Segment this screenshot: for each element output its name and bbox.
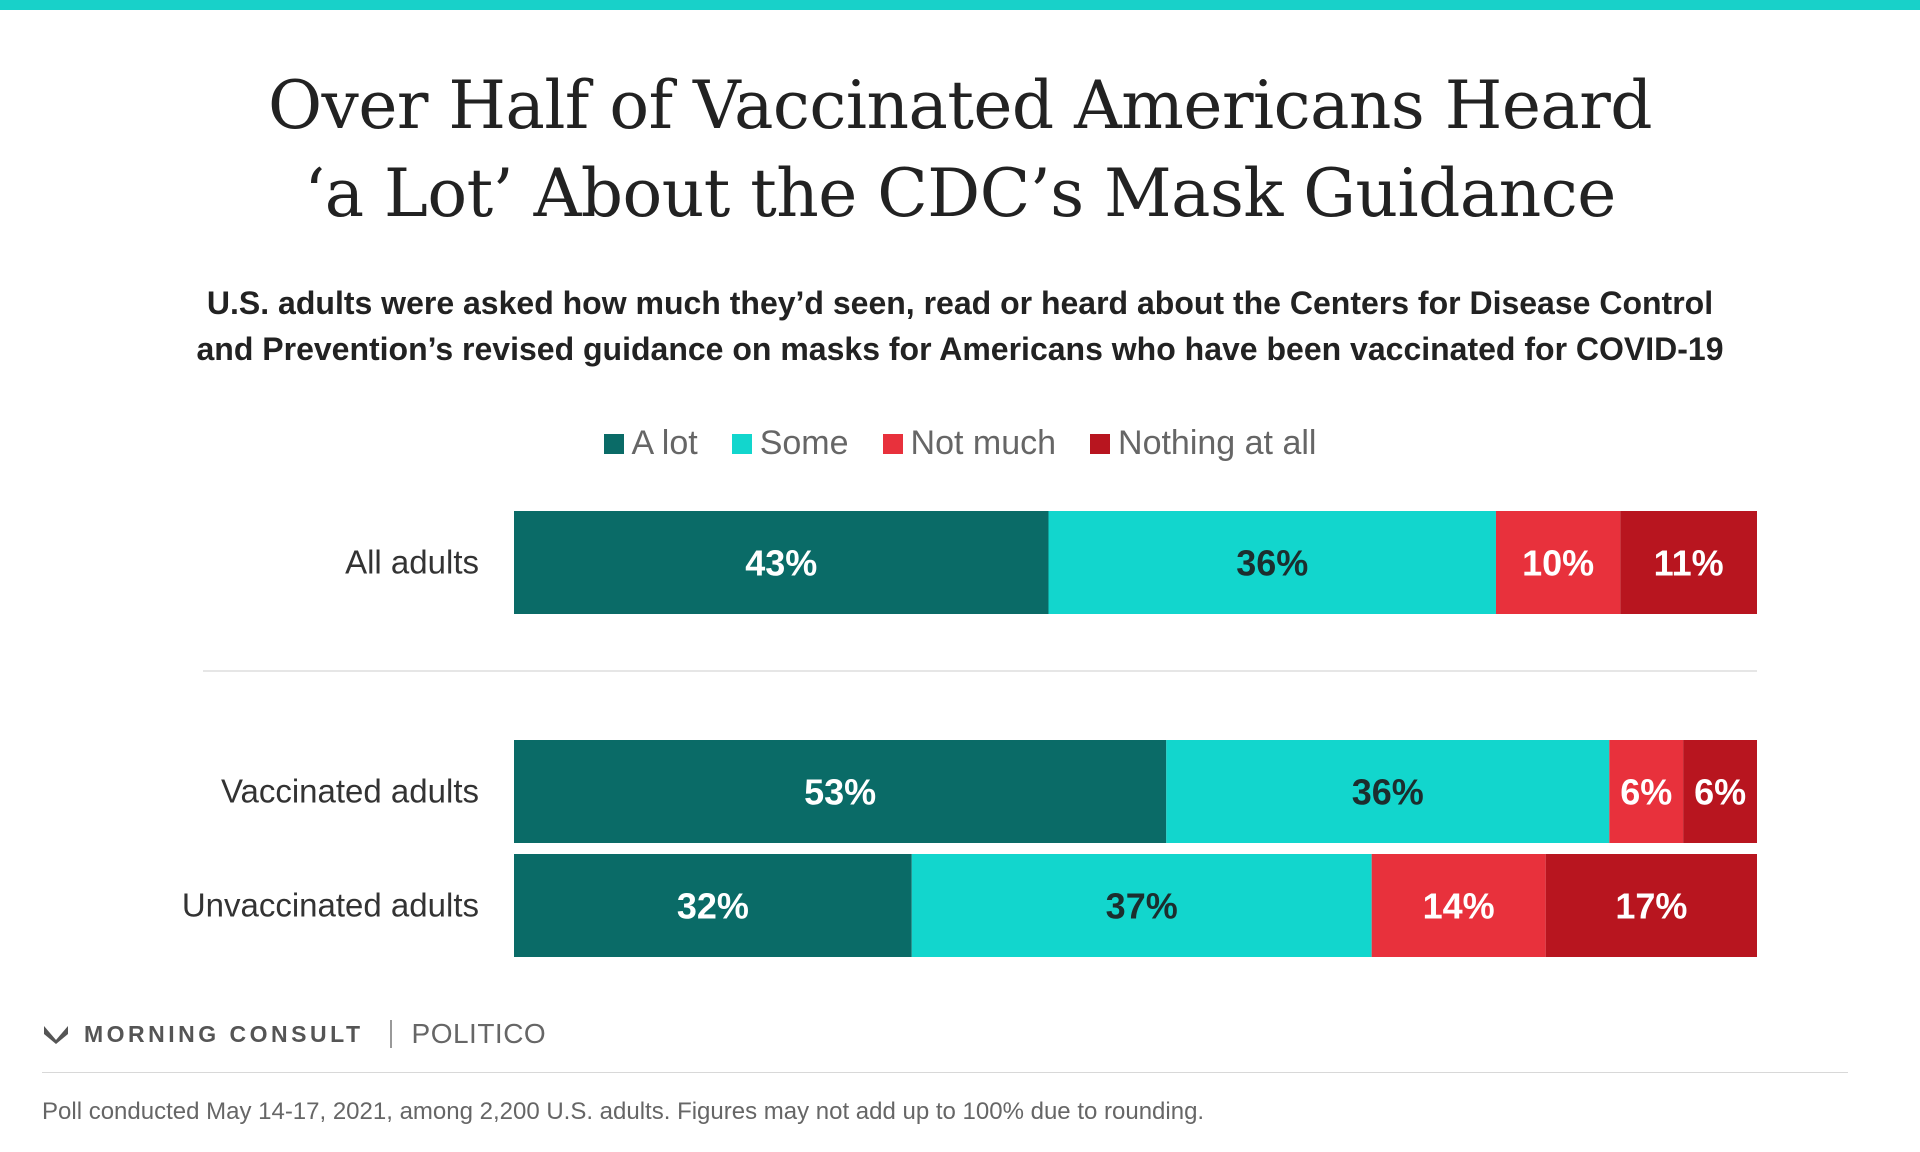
bar-all-adults-nothing-at-all [1620, 511, 1757, 614]
bar-vaccinated-adults-some [1166, 740, 1610, 843]
category-label-unvaccinated-adults: Unvaccinated adults [182, 887, 479, 924]
legend-item-nothing-at-all: Nothing at all [1090, 424, 1316, 463]
top-accent-bar [0, 0, 1920, 10]
data-label-unvaccinated-adults-not-much: 14% [1423, 886, 1495, 927]
chart-legend: A lot Some Not much Nothing at all [0, 424, 1920, 463]
legend-swatch-a-lot [603, 433, 624, 454]
chart-subtitle: U.S. adults were asked how much they’d s… [60, 280, 1860, 372]
legend-swatch-not-much [882, 433, 903, 454]
data-label-unvaccinated-adults-a-lot: 32% [677, 886, 749, 927]
data-label-all-adults-nothing-at-all: 11% [1654, 543, 1724, 584]
bar-unvaccinated-adults-a-lot [514, 854, 912, 957]
data-label-all-adults-some: 36% [1236, 543, 1308, 584]
politico-wordmark: POLITICO [411, 1018, 547, 1049]
data-label-vaccinated-adults-nothing-at-all: 6% [1694, 772, 1746, 813]
bar-unvaccinated-adults-some [911, 854, 1372, 957]
data-label-unvaccinated-adults-some: 37% [1106, 886, 1178, 927]
chart-subtitle-line-2: and Prevention’s revised guidance on mas… [196, 331, 1724, 367]
bar-all-adults-a-lot [514, 511, 1049, 614]
category-label-vaccinated-adults: Vaccinated adults [221, 773, 479, 810]
data-label-unvaccinated-adults-nothing-at-all: 17% [1615, 886, 1687, 927]
data-label-all-adults-a-lot: 43% [745, 543, 817, 584]
bar-unvaccinated-adults-nothing-at-all [1545, 854, 1757, 957]
bar-all-adults-not-much [1495, 511, 1621, 614]
bar-vaccinated-adults-not-much [1609, 740, 1684, 843]
legend-item-a-lot: A lot [603, 424, 698, 463]
data-label-vaccinated-adults-some: 36% [1352, 772, 1424, 813]
legend-item-some: Some [731, 424, 849, 463]
chart-subtitle-line-1: U.S. adults were asked how much they’d s… [206, 285, 1714, 321]
morning-consult-logo-icon [44, 1026, 68, 1044]
legend-item-not-much: Not much [882, 424, 1057, 463]
legend-label-some: Some [759, 424, 849, 462]
bar-vaccinated-adults-a-lot [514, 740, 1167, 843]
footer-divider [42, 1072, 1848, 1073]
legend-swatch-nothing-at-all [1090, 433, 1111, 454]
legend-label-a-lot: A lot [631, 424, 698, 462]
bar-unvaccinated-adults-not-much [1371, 854, 1546, 957]
footnote: Poll conducted May 14-17, 2021, among 2,… [42, 1098, 1205, 1125]
data-label-all-adults-not-much: 10% [1522, 543, 1594, 584]
legend-swatch-some [731, 433, 752, 454]
brand-separator [389, 1020, 392, 1048]
legend-label-nothing-at-all: Nothing at all [1118, 424, 1317, 462]
bar-all-adults-some [1048, 511, 1496, 614]
chart-title-line-1: Over Half of Vaccinated Americans Heard [267, 67, 1653, 144]
morning-consult-wordmark: MORNING CONSULT [84, 1020, 364, 1047]
data-label-vaccinated-adults-a-lot: 53% [804, 772, 876, 813]
branding: MORNING CONSULT POLITICO [42, 1016, 546, 1052]
legend-label-not-much: Not much [910, 424, 1057, 462]
chart-title-line-2: ‘a Lot’ About the CDC’s Mask Guidance [304, 155, 1616, 232]
data-label-vaccinated-adults-not-much: 6% [1620, 772, 1672, 813]
category-label-all-adults: All adults [345, 544, 479, 581]
bar-vaccinated-adults-nothing-at-all [1683, 740, 1757, 843]
chart-title: Over Half of Vaccinated Americans Heard … [0, 62, 1920, 238]
stacked-bar-chart: All adults 43% 36% 10% 11% Vaccinated adults 5… [182, 511, 1757, 957]
